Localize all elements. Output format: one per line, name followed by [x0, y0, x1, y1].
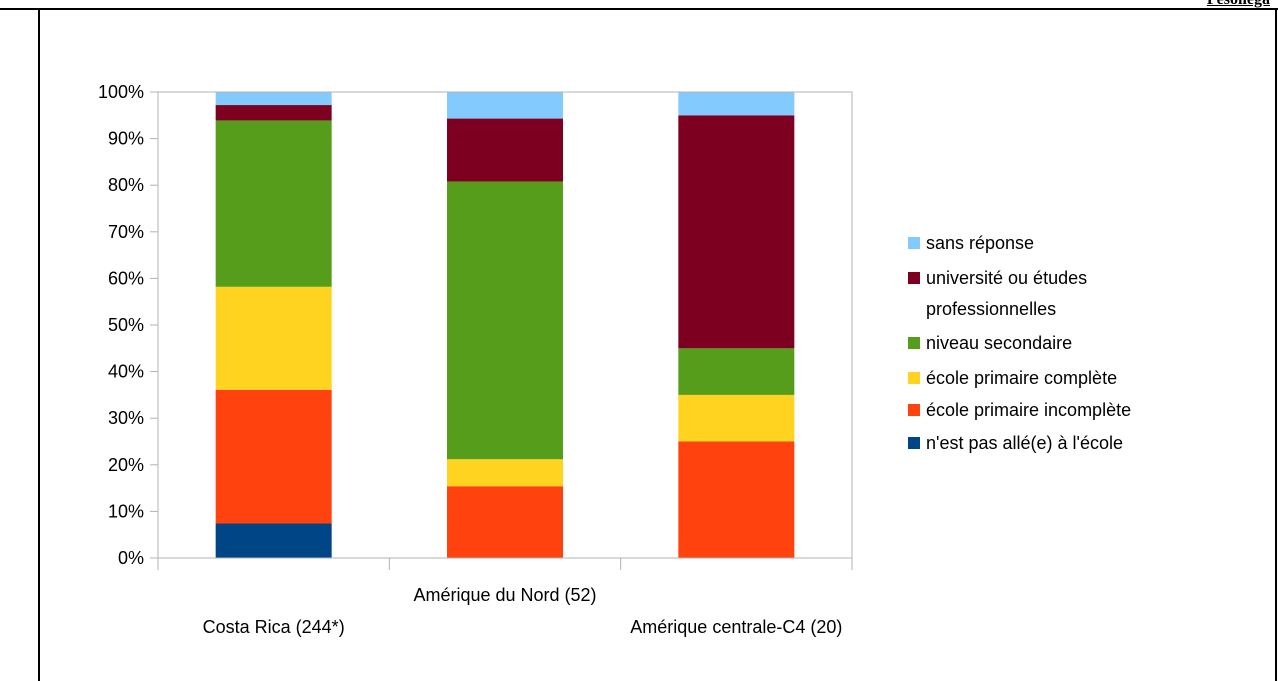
bars-group: [215, 92, 795, 558]
legend-swatch: [908, 404, 920, 416]
legend: sans réponse université ou études professi…: [908, 233, 1131, 453]
legend-swatch: [908, 372, 920, 384]
y-tick-label: 30%: [108, 408, 144, 428]
y-tick-label: 10%: [108, 501, 144, 521]
legend-label: université ou études professionnelles: [926, 268, 1087, 319]
bar-segment-1-4: [447, 118, 563, 182]
y-tick-label: 0%: [118, 548, 144, 568]
frame-right-border: [1275, 8, 1277, 681]
y-tick-label: 40%: [108, 362, 144, 382]
frame-top-border: [0, 8, 1278, 10]
legend-swatch: [908, 237, 920, 249]
bar-segment-0-1: [215, 389, 332, 524]
legend-swatch: [908, 272, 920, 284]
y-tick-label: 20%: [108, 455, 144, 475]
legend-swatch: [908, 337, 920, 349]
y-tick-label: 100%: [98, 82, 144, 102]
bar-segment-2-2: [678, 394, 795, 442]
x-category-label: Amérique du Nord (52): [413, 585, 596, 605]
legend-label: niveau secondaire: [926, 333, 1072, 353]
legend-label: n'est pas allé(e) à l'école: [926, 433, 1123, 453]
y-tick-label: 70%: [108, 222, 144, 242]
frame-left-border: [38, 8, 40, 681]
legend-swatch: [908, 437, 920, 449]
y-tick-label: 80%: [108, 175, 144, 195]
corner-heading: Pesoilega: [1207, 0, 1270, 9]
x-category-label: Costa Rica (244*): [203, 617, 345, 637]
y-tick-labels: 0% 10% 20% 30% 40% 50% 60% 70% 80% 90% 100%: [98, 82, 158, 568]
y-tick-label: 50%: [108, 315, 144, 335]
bar-segment-2-1: [678, 441, 795, 558]
x-category-label: Amérique centrale-C4 (20): [630, 617, 842, 637]
legend-label: sans réponse: [926, 233, 1034, 253]
bar-segment-0-2: [215, 286, 332, 390]
x-category-labels: Costa Rica (244*) Amérique du Nord (52) Am…: [203, 585, 843, 637]
y-tick-label: 60%: [108, 268, 144, 288]
legend-label: école primaire complète: [926, 368, 1117, 388]
legend-label: école primaire incomplète: [926, 400, 1131, 420]
bar-segment-1-5: [447, 92, 563, 119]
bar-segment-0-4: [215, 105, 332, 121]
bar-segment-1-2: [447, 459, 563, 487]
bar-segment-0-3: [215, 120, 332, 287]
bar-segment-1-1: [447, 486, 563, 558]
bar-segment-2-5: [678, 92, 795, 116]
bar-segment-0-0: [215, 523, 332, 558]
y-tick-label: 90%: [108, 129, 144, 149]
bar-segment-2-4: [678, 115, 795, 349]
bar-segment-2-3: [678, 348, 795, 395]
bar-segment-0-5: [215, 92, 332, 106]
bar-segment-1-3: [447, 181, 563, 460]
